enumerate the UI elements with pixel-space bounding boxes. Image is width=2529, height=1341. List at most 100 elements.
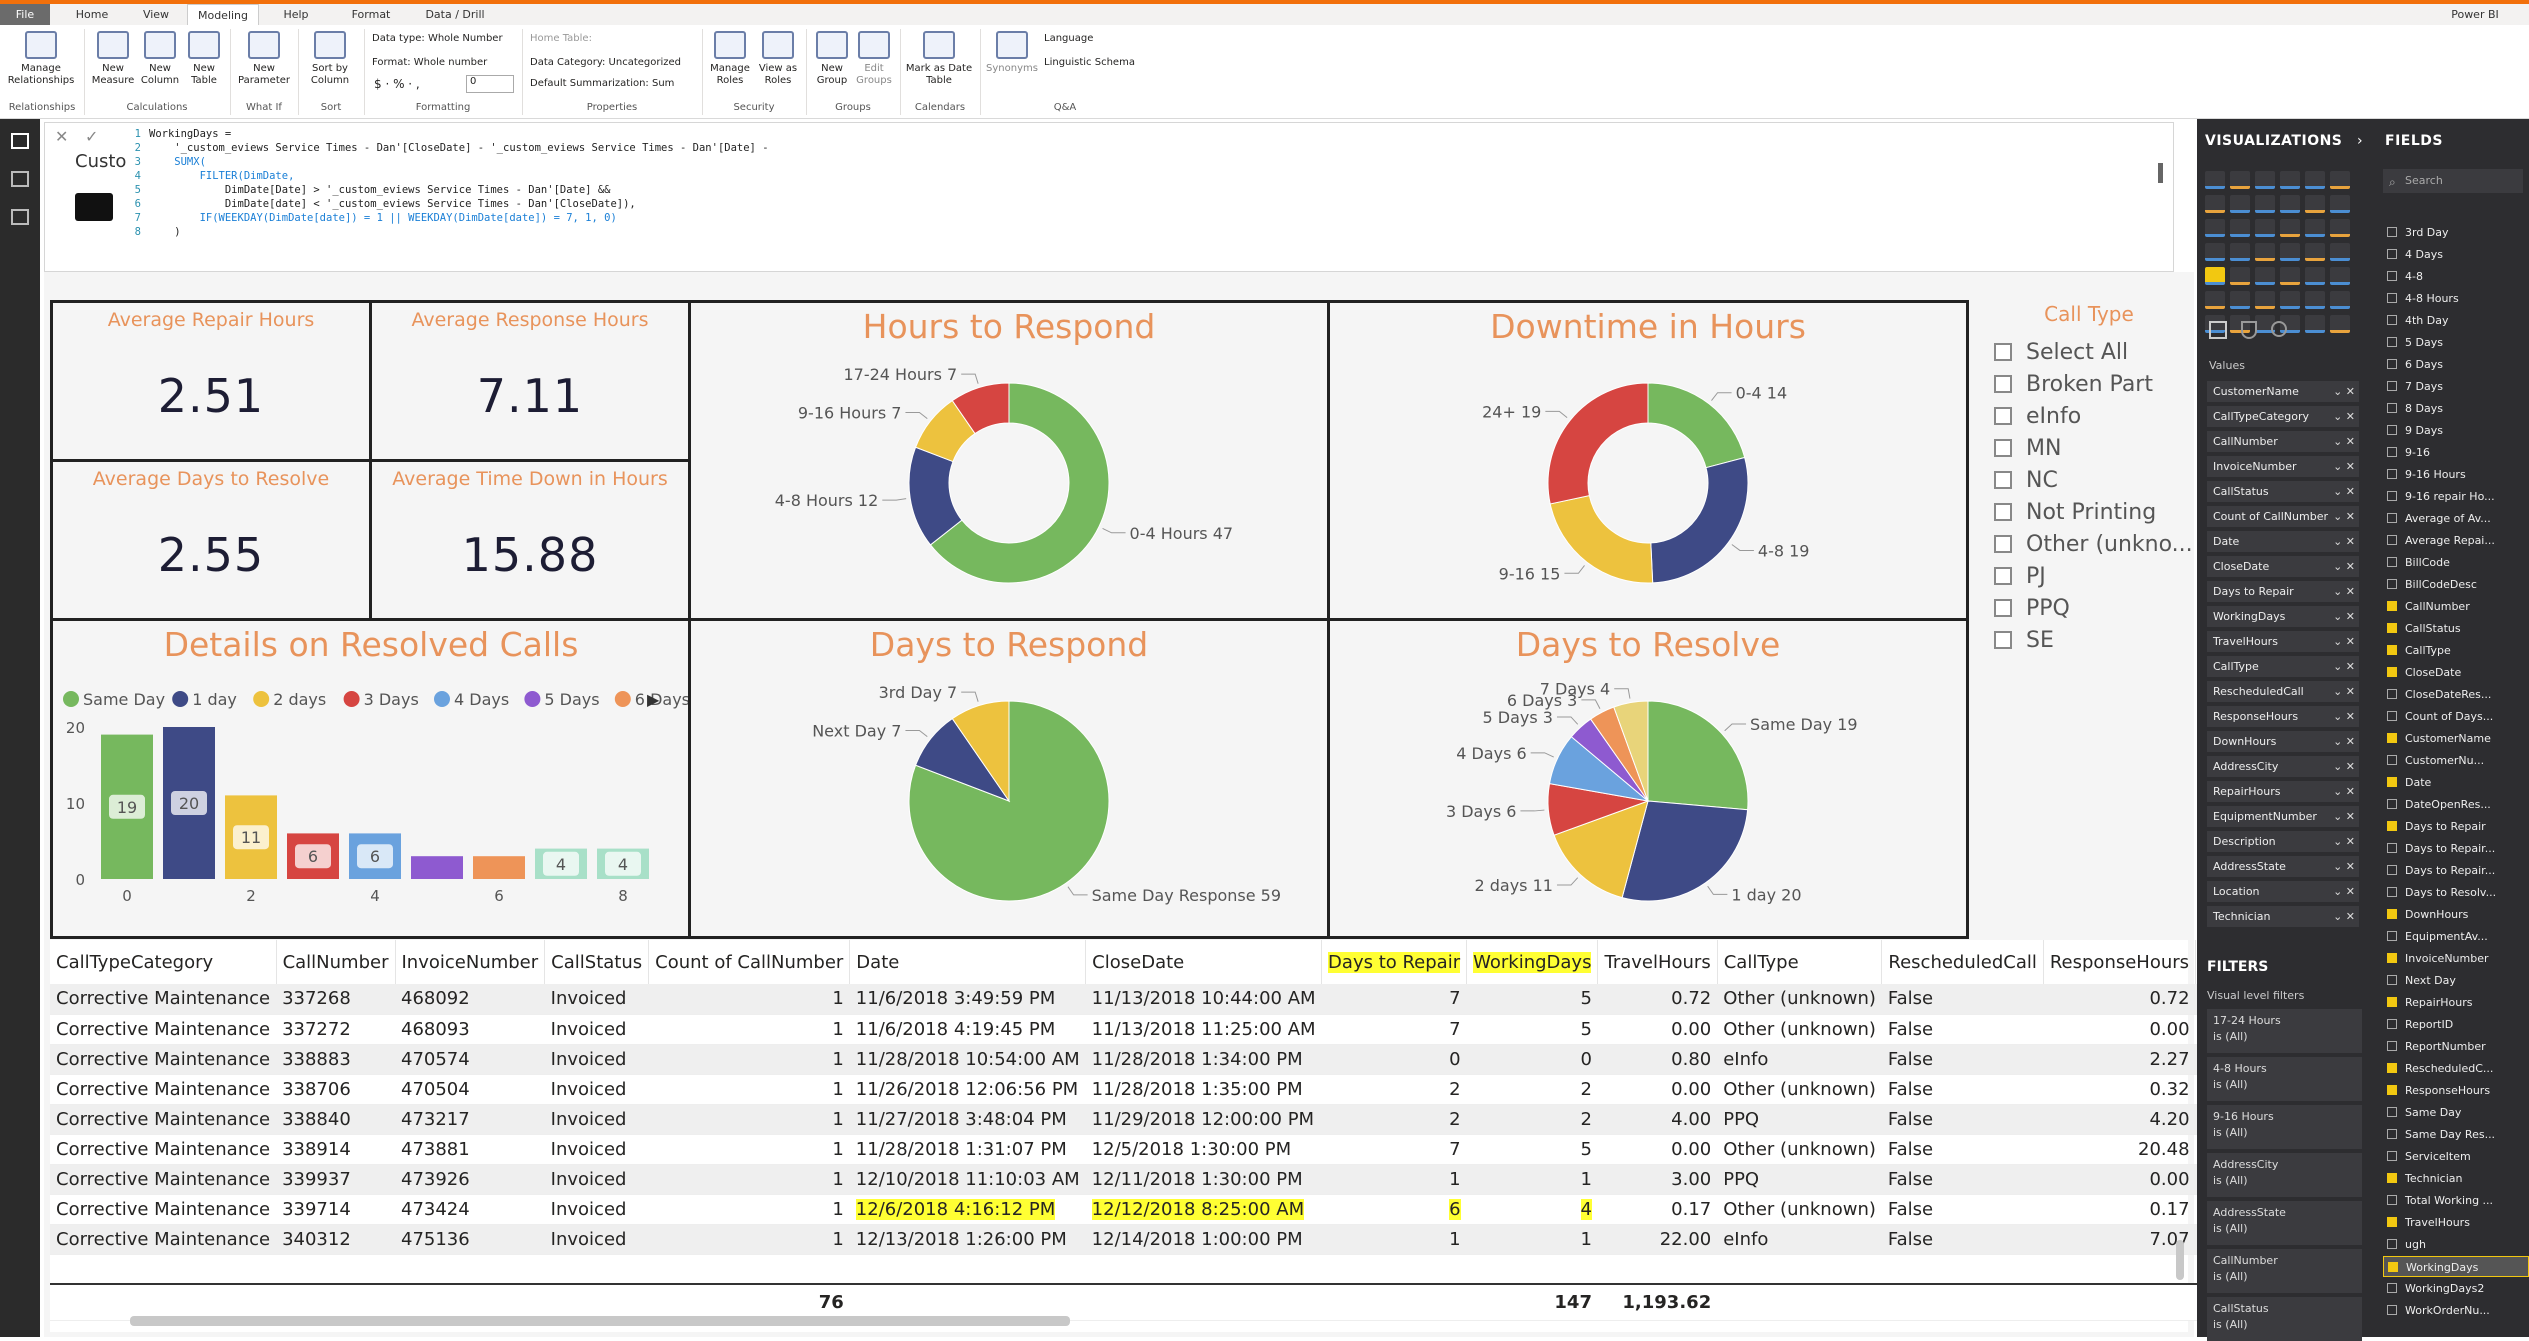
slicer-item[interactable]: PJ — [1994, 564, 2046, 589]
field-item[interactable]: Total Working ... — [2383, 1190, 2529, 1211]
remove-field-icon[interactable]: ⌄ ✕ — [2333, 835, 2355, 848]
table-row[interactable]: Corrective Maintenance 338840 473217 Invoic… — [50, 1104, 2379, 1135]
field-item[interactable]: 9 Days — [2383, 420, 2529, 441]
field-item[interactable]: CallStatus — [2383, 618, 2529, 639]
field-checkbox[interactable] — [2387, 975, 2397, 985]
checkbox[interactable] — [1994, 567, 2012, 585]
visual-type-icon[interactable] — [2305, 315, 2325, 333]
pie-slice[interactable] — [1621, 800, 1749, 902]
field-item[interactable]: 6 Days — [2383, 354, 2529, 375]
table-row[interactable]: Corrective Maintenance 339937 473926 Invoic… — [50, 1164, 2379, 1195]
field-item[interactable]: WorkOrderNu... — [2383, 1300, 2529, 1321]
slicer-item[interactable]: Select All — [1994, 340, 2128, 365]
downtime-in-hours-chart[interactable]: Downtime in Hours 0-4 14 4-8 19 9-16 15 24+… — [1327, 300, 1969, 621]
field-checkbox[interactable] — [2387, 777, 2397, 787]
home-table-dropdown[interactable]: Home Table: — [530, 33, 592, 44]
slicer-item[interactable]: PPQ — [1994, 596, 2070, 621]
edit-groups-button[interactable]: Edit Groups — [852, 31, 896, 87]
visual-type-icon[interactable] — [2205, 243, 2225, 261]
field-item[interactable]: DownHours — [2383, 904, 2529, 925]
field-checkbox[interactable] — [2387, 821, 2397, 831]
field-item[interactable]: ReportNumber — [2383, 1036, 2529, 1057]
format-paint-roller-icon[interactable] — [2241, 321, 2257, 339]
language-dropdown[interactable]: Language — [1044, 33, 1094, 44]
legend-label[interactable]: 2 days — [273, 690, 326, 709]
model-view-icon[interactable] — [11, 209, 29, 225]
column-header[interactable]: CallType — [1717, 940, 1883, 984]
resolved-calls-chart[interactable]: Details on Resolved Calls Same Day 1 day 2… — [50, 618, 692, 939]
field-checkbox[interactable] — [2387, 447, 2397, 457]
visual-type-icon[interactable] — [2255, 267, 2275, 285]
remove-field-icon[interactable]: ⌄ ✕ — [2333, 860, 2355, 873]
checkbox[interactable] — [1994, 375, 2012, 393]
pie-slice[interactable] — [1553, 800, 1649, 899]
pie-slice[interactable] — [1647, 382, 1746, 469]
field-item[interactable]: ServiceItem — [2383, 1146, 2529, 1167]
table-row[interactable]: Corrective Maintenance 338914 473881 Invoic… — [50, 1134, 2379, 1165]
value-well-item[interactable]: CallNumber ⌄ ✕ — [2207, 431, 2359, 453]
pie-slice[interactable] — [1647, 700, 1749, 811]
field-checkbox[interactable] — [2387, 1063, 2397, 1073]
column-header[interactable]: Date — [849, 940, 1087, 984]
field-checkbox[interactable] — [2387, 1041, 2397, 1051]
visual-type-icon[interactable] — [2280, 267, 2300, 285]
kpi-card-avg-repair-hours[interactable]: Average Repair Hours 2.51 — [50, 300, 372, 462]
visual-type-icon[interactable] — [2205, 267, 2225, 285]
visual-type-icon[interactable] — [2330, 171, 2350, 189]
value-well-item[interactable]: Location ⌄ ✕ — [2207, 881, 2359, 903]
remove-field-icon[interactable]: ⌄ ✕ — [2333, 635, 2355, 648]
tab-modeling[interactable]: Modeling — [187, 4, 259, 25]
field-checkbox[interactable] — [2387, 953, 2397, 963]
field-item[interactable]: BillCode — [2383, 552, 2529, 573]
field-checkbox[interactable] — [2387, 1217, 2397, 1227]
field-item[interactable]: CallType — [2383, 640, 2529, 661]
field-checkbox[interactable] — [2387, 1283, 2397, 1293]
field-checkbox[interactable] — [2387, 425, 2397, 435]
column-header[interactable]: Days to Repair — [1321, 940, 1468, 984]
visual-type-icon[interactable] — [2305, 267, 2325, 285]
field-item[interactable]: Count of Days... — [2383, 706, 2529, 727]
analytics-magnifier-icon[interactable] — [2271, 321, 2287, 337]
visual-type-icon[interactable] — [2205, 219, 2225, 237]
field-item[interactable]: 9-16 — [2383, 442, 2529, 463]
column-header[interactable]: InvoiceNumber — [395, 940, 546, 984]
filter-card[interactable]: CallNumber is (All) — [2207, 1249, 2362, 1293]
field-item[interactable]: Same Day — [2383, 1102, 2529, 1123]
pie-slice[interactable] — [1613, 700, 1649, 802]
value-well-item[interactable]: CallType ⌄ ✕ — [2207, 656, 2359, 678]
column-header[interactable]: ResponseHours — [2043, 940, 2197, 984]
field-item[interactable]: CallNumber — [2383, 596, 2529, 617]
field-item[interactable]: EquipmentAv... — [2383, 926, 2529, 947]
value-well-item[interactable]: CallTypeCategory ⌄ ✕ — [2207, 406, 2359, 428]
new-group-button[interactable]: New Group — [810, 31, 854, 87]
field-checkbox[interactable] — [2387, 293, 2397, 303]
field-item[interactable]: CustomerNu... — [2383, 750, 2529, 771]
legend-label[interactable]: 4 Days — [454, 690, 509, 709]
visual-type-icon[interactable] — [2330, 315, 2350, 333]
pie-slice[interactable] — [1650, 456, 1749, 584]
field-item[interactable]: Same Day Res... — [2383, 1124, 2529, 1145]
field-checkbox[interactable] — [2387, 843, 2397, 853]
remove-field-icon[interactable]: ⌄ ✕ — [2333, 485, 2355, 498]
fields-search-input[interactable]: Search — [2383, 169, 2523, 193]
field-item[interactable]: InvoiceNumber — [2383, 948, 2529, 969]
field-checkbox[interactable] — [2387, 645, 2397, 655]
field-item[interactable]: RescheduledC... — [2383, 1058, 2529, 1079]
visual-type-icon[interactable] — [2330, 195, 2350, 213]
visual-type-icon[interactable] — [2255, 291, 2275, 309]
column-header[interactable]: CallStatus — [544, 940, 650, 984]
field-checkbox[interactable] — [2387, 909, 2397, 919]
field-checkbox[interactable] — [2387, 799, 2397, 809]
value-well-item[interactable]: AddressCity ⌄ ✕ — [2207, 756, 2359, 778]
visual-type-icon[interactable] — [2280, 171, 2300, 189]
checkbox[interactable] — [1994, 599, 2012, 617]
value-well-item[interactable]: Days to Repair ⌄ ✕ — [2207, 581, 2359, 603]
field-checkbox[interactable] — [2387, 359, 2397, 369]
field-item[interactable]: WorkingDays — [2383, 1256, 2529, 1277]
visual-type-icon[interactable] — [2305, 171, 2325, 189]
pie-slice[interactable] — [1547, 382, 1649, 505]
value-well-item[interactable]: DownHours ⌄ ✕ — [2207, 731, 2359, 753]
column-header[interactable]: RescheduledCall — [1881, 940, 2044, 984]
hours-to-respond-chart[interactable]: Hours to Respond 0-4 Hours 47 4-8 Hours 1… — [688, 300, 1330, 621]
field-checkbox[interactable] — [2387, 513, 2397, 523]
